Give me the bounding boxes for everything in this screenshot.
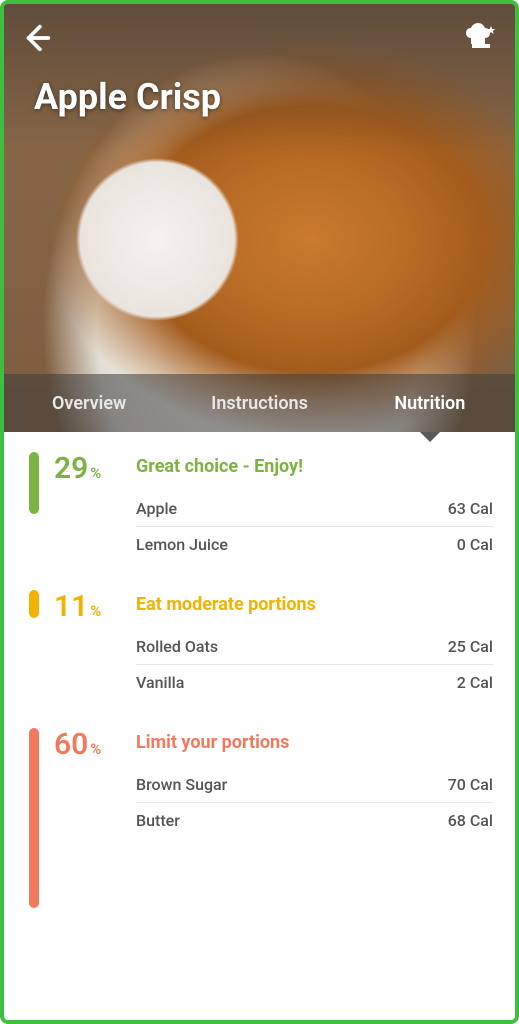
group-percent: 60% — [54, 728, 136, 908]
back-icon[interactable] — [20, 21, 54, 55]
nutrition-group-green: 29%Great choice - Enjoy!Apple63 CalLemon… — [26, 452, 493, 562]
ingredient-row: Brown Sugar 70 Cal — [136, 767, 493, 803]
percent-sign: % — [90, 602, 101, 620]
ingredient-calories: 70 Cal — [448, 775, 493, 794]
ingredient-calories: 25 Cal — [448, 637, 493, 656]
ingredient-row: Apple 63 Cal — [136, 491, 493, 527]
group-detail: Eat moderate portions Rolled Oats 25 Cal Va… — [136, 590, 493, 700]
recipe-title: Apple Crisp — [34, 76, 221, 118]
ingredient-name: Apple — [136, 499, 177, 518]
ingredient-name: Vanilla — [136, 673, 184, 692]
hero-image: Apple Crisp Overview Instructions Nutrit… — [4, 4, 515, 432]
ingredient-row: Rolled Oats 25 Cal — [136, 629, 493, 665]
ingredient-calories: 0 Cal — [457, 535, 493, 554]
ingredient-calories: 2 Cal — [457, 673, 493, 692]
group-pill — [29, 728, 39, 908]
group-pill — [29, 452, 39, 514]
group-title: Eat moderate portions — [136, 594, 493, 615]
tab-nutrition[interactable]: Nutrition — [345, 374, 515, 432]
nutrition-group-yellow: 11%Eat moderate portionsRolled Oats25 Ca… — [26, 590, 493, 700]
ingredient-row: Butter 68 Cal — [136, 803, 493, 838]
group-title: Limit your portions — [136, 732, 493, 753]
ingredient-name: Rolled Oats — [136, 637, 218, 656]
percent-sign: % — [90, 740, 101, 758]
group-title: Great choice - Enjoy! — [136, 456, 493, 477]
tab-instructions[interactable]: Instructions — [174, 374, 344, 432]
app-frame: Apple Crisp Overview Instructions Nutrit… — [0, 0, 519, 1024]
nutrition-group-orange: 60%Limit your portionsBrown Sugar70 CalB… — [26, 728, 493, 908]
ingredient-name: Lemon Juice — [136, 535, 228, 554]
group-pill-column — [26, 452, 42, 562]
group-pill-column — [26, 590, 42, 700]
ingredient-calories: 68 Cal — [448, 811, 493, 830]
group-percent-value: 29 — [54, 451, 88, 486]
percent-sign: % — [90, 464, 101, 482]
ingredient-name: Butter — [136, 811, 180, 830]
group-pill-column — [26, 728, 42, 908]
group-percent-value: 11 — [54, 589, 88, 624]
group-detail: Limit your portions Brown Sugar 70 Cal Butt… — [136, 728, 493, 908]
group-percent: 29% — [54, 452, 136, 562]
hero-top-bar — [20, 20, 499, 56]
nutrition-content: 29%Great choice - Enjoy!Apple63 CalLemon… — [4, 432, 515, 1020]
tab-overview[interactable]: Overview — [4, 374, 174, 432]
ingredient-row: Vanilla 2 Cal — [136, 665, 493, 700]
group-percent-value: 60 — [54, 727, 88, 762]
ingredient-name: Brown Sugar — [136, 775, 227, 794]
chef-hat-icon[interactable] — [463, 20, 499, 56]
group-detail: Great choice - Enjoy! Apple 63 Cal Lemon Ju… — [136, 452, 493, 562]
ingredient-calories: 63 Cal — [448, 499, 493, 518]
group-pill — [29, 590, 39, 618]
ingredient-row: Lemon Juice 0 Cal — [136, 527, 493, 562]
tab-bar: Overview Instructions Nutrition — [4, 374, 515, 432]
group-percent: 11% — [54, 590, 136, 700]
